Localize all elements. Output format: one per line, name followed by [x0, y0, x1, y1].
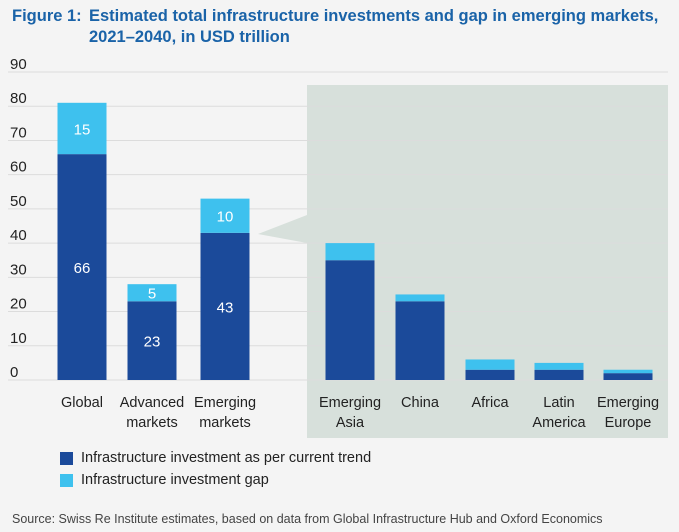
bar-trend-7: [603, 373, 653, 380]
legend-swatch-gap: [60, 473, 73, 487]
y-tick-label-60: 60: [10, 159, 27, 176]
x-tick-label-5-0: Africa: [471, 395, 509, 411]
legend-item-gap: Infrastructure investment gap: [60, 469, 371, 491]
x-tick-label-7-0: Emerging: [597, 395, 659, 411]
x-tick-label-1-1: markets: [126, 415, 178, 431]
bar-gap-5: [465, 359, 515, 370]
figure-title: Estimated total infrastructure investmen…: [89, 7, 659, 46]
legend-swatch-trend: [60, 451, 73, 465]
y-tick-label-50: 50: [10, 193, 27, 210]
x-tick-label-3-1: Asia: [336, 415, 365, 431]
x-tick-label-4-0: China: [401, 395, 440, 411]
bar-gap-0: [57, 102, 107, 155]
x-tick-label-3-0: Emerging: [319, 395, 381, 411]
y-tick-label-40: 40: [10, 227, 27, 244]
x-tick-label-6-1: America: [532, 415, 586, 431]
bar-gap-1: [127, 284, 177, 302]
x-tick-label-0-0: Global: [61, 395, 103, 411]
y-tick-label-70: 70: [10, 124, 27, 141]
data-label-trend-0: 66: [74, 260, 91, 277]
x-tick-label-1-0: Advanced: [120, 395, 185, 411]
legend-label-gap: Infrastructure investment gap: [81, 472, 269, 488]
legend: Infrastructure investment as per current…: [60, 447, 371, 491]
data-label-trend-1: 23: [144, 334, 161, 351]
data-label-gap-2: 10: [217, 209, 234, 226]
y-tick-label-20: 20: [10, 296, 27, 313]
source-note: Source: Swiss Re Institute estimates, ba…: [12, 512, 603, 526]
highlight-callout: [258, 215, 307, 243]
y-tick-label-10: 10: [10, 330, 27, 347]
bar-gap-3: [325, 243, 375, 261]
legend-item-trend: Infrastructure investment as per current…: [60, 447, 371, 469]
data-label-gap-0: 15: [74, 121, 91, 138]
bar-gap-6: [534, 362, 584, 370]
legend-label-trend: Infrastructure investment as per current…: [81, 450, 372, 466]
data-label-trend-2: 43: [217, 299, 234, 316]
x-tick-label-2-0: Emerging: [194, 395, 256, 411]
bar-trend-3: [325, 260, 375, 380]
bar-gap-4: [395, 294, 445, 302]
bar-trend-1: [127, 301, 177, 380]
bar-trend-5: [465, 369, 515, 380]
bar-gap-7: [603, 369, 653, 374]
figure-number: Figure 1:: [12, 7, 82, 25]
y-tick-label-90: 90: [10, 56, 27, 73]
x-tick-label-6-0: Latin: [543, 395, 574, 411]
y-tick-label-0: 0: [10, 364, 18, 381]
bar-trend-6: [534, 369, 584, 380]
bar-trend-0: [57, 154, 107, 380]
bar-gap-2: [200, 198, 250, 233]
bar-trend-4: [395, 301, 445, 380]
x-tick-label-7-1: Europe: [605, 415, 652, 431]
y-tick-label-80: 80: [10, 90, 27, 107]
x-tick-label-2-1: markets: [199, 415, 251, 431]
y-tick-label-30: 30: [10, 261, 27, 278]
bar-trend-2: [200, 232, 250, 380]
data-label-gap-1: 5: [148, 286, 156, 303]
